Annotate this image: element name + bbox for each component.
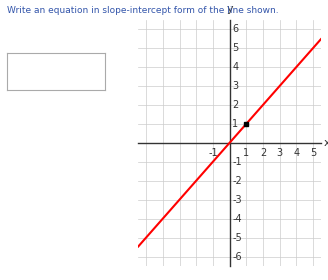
Text: 5: 5 [232,43,238,53]
Text: 4: 4 [232,62,238,72]
Text: 2: 2 [260,148,266,158]
Text: -5: -5 [232,233,242,242]
Text: -6: -6 [232,251,242,262]
Text: x: x [324,138,328,148]
Text: -1: -1 [208,148,218,158]
Text: 5: 5 [310,148,316,158]
Text: -1: -1 [232,157,242,167]
Text: -2: -2 [232,176,242,186]
Text: 3: 3 [277,148,283,158]
Text: 6: 6 [232,24,238,34]
Text: 4: 4 [293,148,299,158]
Text: 1: 1 [243,148,249,158]
Text: 2: 2 [232,100,238,110]
Text: 3: 3 [232,81,238,91]
Text: y: y [226,4,233,14]
Text: -3: -3 [232,195,242,205]
Text: Write an equation in slope-intercept form of the line shown.: Write an equation in slope-intercept for… [7,6,278,15]
Text: -4: -4 [232,214,242,224]
Text: 1: 1 [232,119,238,129]
